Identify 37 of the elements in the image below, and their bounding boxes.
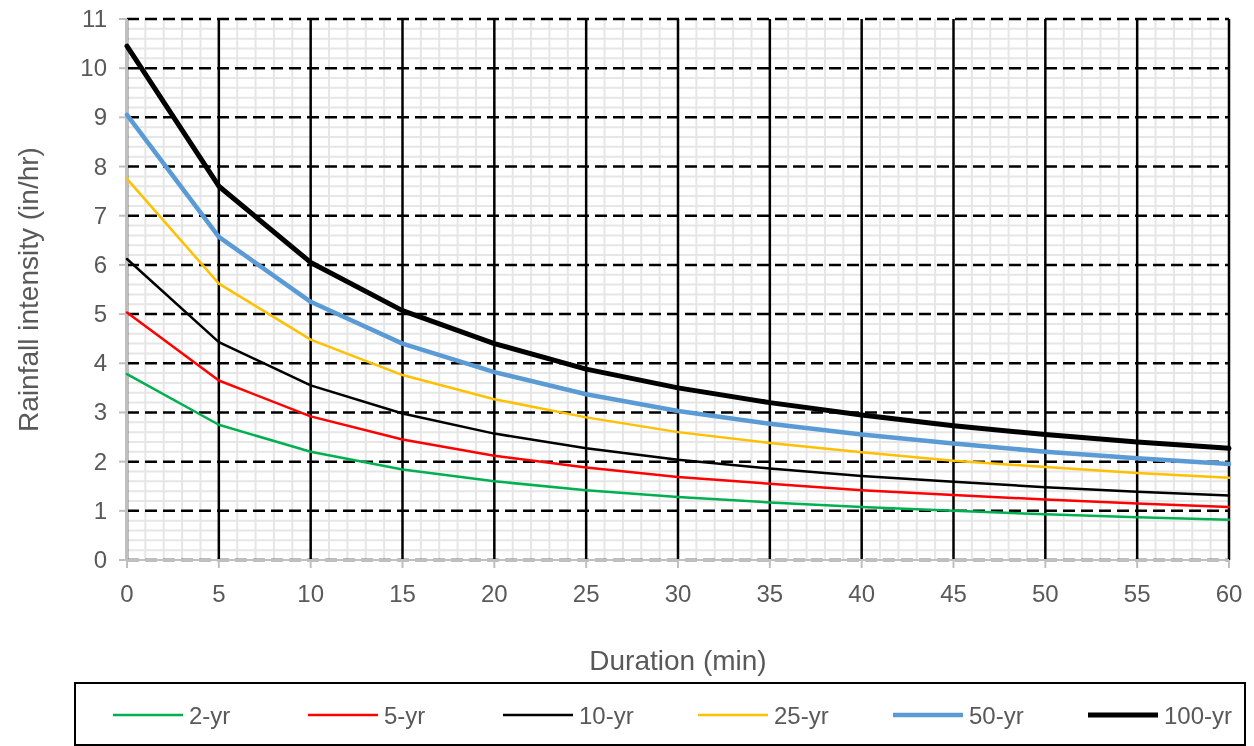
- line-series: [125, 311, 1231, 509]
- legend-label: 25-yr: [774, 702, 829, 729]
- legend-label: 10-yr: [579, 702, 634, 729]
- line-series: [125, 372, 1231, 521]
- y-tick-label: 11: [82, 5, 107, 32]
- y-tick-label: 2: [93, 447, 107, 475]
- x-tick-label: 25: [572, 580, 600, 607]
- x-tick-label: 5: [212, 580, 226, 607]
- y-tick-label: 0: [93, 546, 107, 573]
- legend-label: 100-yr: [1164, 702, 1233, 729]
- y-tick-label: 4: [93, 349, 107, 377]
- y-tick-label: 1: [93, 496, 107, 524]
- y-tick-label: 8: [93, 152, 107, 180]
- y-tick-label: 9: [93, 103, 107, 131]
- y-tick-label: 6: [93, 250, 107, 278]
- y-axis-title: Rainfall intensity (in/hr): [13, 147, 44, 432]
- legend-label: 50-yr: [969, 702, 1024, 729]
- line-series: [125, 177, 1231, 480]
- x-tick-label: 50: [1031, 580, 1059, 607]
- x-tick-label: 20: [480, 580, 508, 607]
- y-tick-label: 5: [93, 300, 107, 328]
- x-tick-label: 30: [664, 580, 692, 607]
- x-tick-label: 55: [1123, 580, 1151, 607]
- x-tick-label: 0: [120, 580, 134, 607]
- y-tick-label: 10: [80, 54, 107, 82]
- x-tick-label: 45: [940, 580, 967, 607]
- x-tick-label: 15: [389, 580, 416, 607]
- legend-label: 5-yr: [384, 702, 426, 729]
- y-tick-label: 7: [93, 201, 107, 229]
- x-tick-label: 35: [756, 580, 784, 607]
- x-tick-label: 40: [848, 580, 876, 607]
- x-tick-label: 10: [297, 580, 325, 607]
- line-series: [124, 112, 1232, 467]
- x-axis-title: Duration (min): [589, 645, 767, 676]
- x-tick-label: 60: [1215, 580, 1243, 607]
- legend-label: 2-yr: [189, 702, 231, 729]
- y-tick-label: 3: [93, 398, 107, 426]
